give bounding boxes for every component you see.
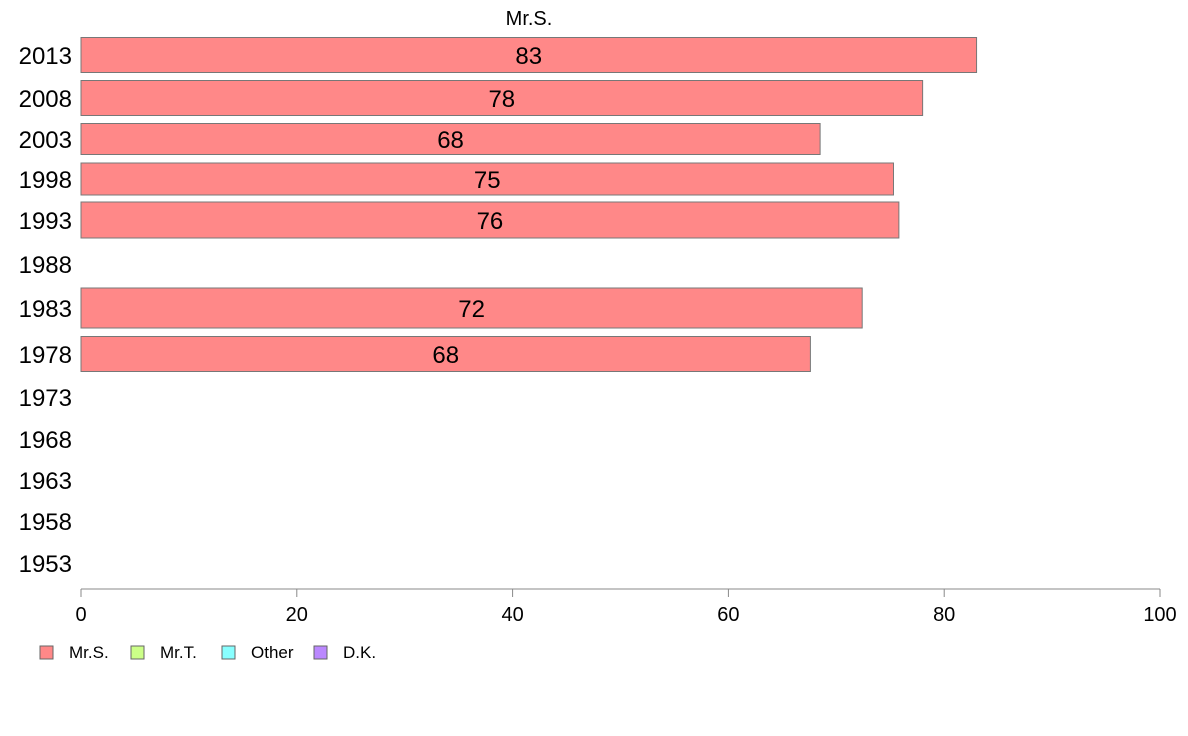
category-label-1963: 1963 — [19, 468, 72, 495]
x-tick-label-20: 20 — [286, 604, 308, 626]
legend-label-Mr.S.: Mr.S. — [69, 643, 109, 662]
category-labels: 2013 2008 2003 1998 1993 1988 1983 1978 1973 1968… — [19, 43, 72, 578]
x-tick-label-80: 80 — [933, 604, 955, 626]
legend-label-D.K.: D.K. — [343, 643, 376, 662]
category-label-1973: 1973 — [19, 385, 72, 412]
legend-swatch-Mr.S. — [39, 645, 54, 660]
legend-label-Mr.T.: Mr.T. — [160, 643, 197, 662]
bar-value-label-1998: 75 — [474, 167, 501, 194]
bar-1983 — [80, 287, 863, 329]
bar-value-label-2013: 83 — [515, 43, 542, 70]
bar-1978 — [80, 336, 811, 372]
legend-swatch-Mr.T. — [130, 645, 145, 660]
category-label-1968: 1968 — [19, 427, 72, 454]
category-label-1978: 1978 — [19, 342, 72, 369]
x-tick-label-100: 100 — [1143, 604, 1176, 626]
x-tick-label-40: 40 — [501, 604, 523, 626]
category-label-1998: 1998 — [19, 167, 72, 194]
category-label-2013: 2013 — [19, 43, 72, 70]
bar-1993 — [80, 201, 900, 239]
category-label-2003: 2003 — [19, 127, 72, 154]
x-tick-label-0: 0 — [75, 604, 86, 626]
category-label-2008: 2008 — [19, 86, 72, 113]
legend-label-Other: Other — [251, 643, 294, 662]
bar-1998 — [80, 162, 894, 196]
bar-value-label-2003: 68 — [437, 127, 464, 154]
bar-2008 — [80, 80, 924, 116]
bar-2003 — [80, 123, 821, 155]
bar-value-label-1978: 68 — [432, 342, 459, 369]
x-axis: 0 20 40 60 80 100 — [75, 588, 1177, 626]
legend-swatch-Other — [221, 645, 236, 660]
legend: Mr.S. Mr.T. Other D.K. — [39, 643, 376, 662]
bar-value-label-1993: 76 — [477, 208, 504, 235]
category-label-1958: 1958 — [19, 509, 72, 536]
chart-title: Mr.S. — [506, 8, 553, 30]
legend-swatch-D.K. — [313, 645, 328, 660]
bar-value-label-1983: 72 — [458, 296, 485, 323]
category-label-1953: 1953 — [19, 551, 72, 578]
category-label-1988: 1988 — [19, 252, 72, 279]
category-label-1993: 1993 — [19, 208, 72, 235]
category-label-1983: 1983 — [19, 296, 72, 323]
bar-2013 — [80, 37, 978, 73]
x-tick-label-60: 60 — [717, 604, 739, 626]
bar-value-label-2008: 78 — [488, 86, 515, 113]
